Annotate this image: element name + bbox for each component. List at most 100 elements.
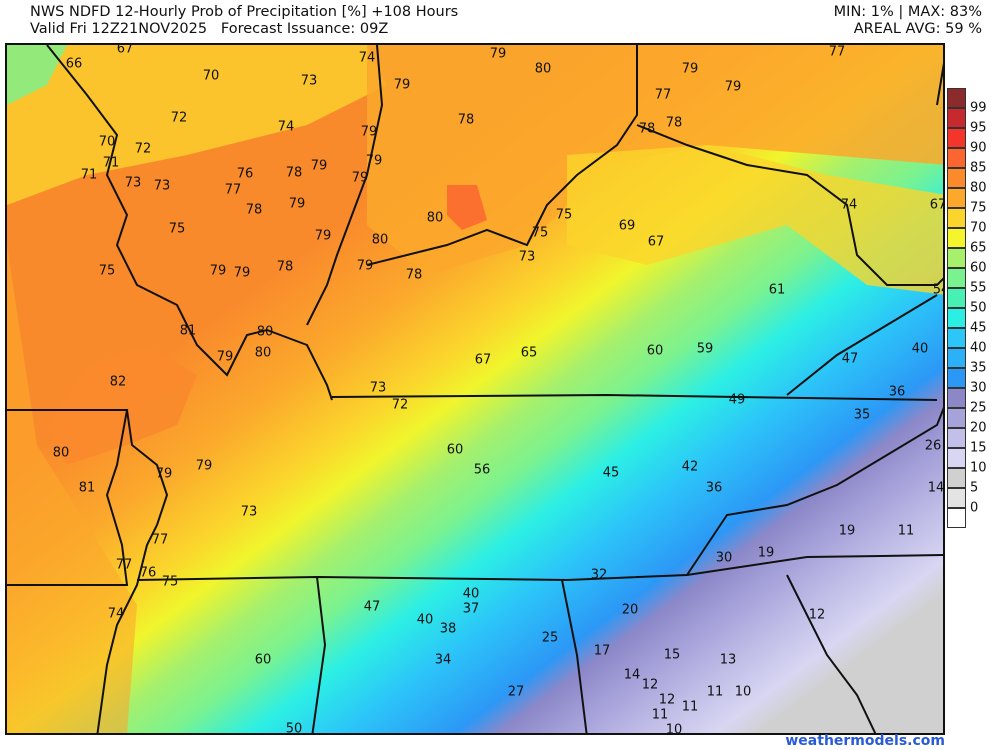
pop-value-label: 79 bbox=[233, 265, 251, 281]
legend-swatch bbox=[947, 288, 966, 308]
pop-value-label: 74 bbox=[840, 197, 858, 213]
pop-value-label: 34 bbox=[434, 652, 452, 668]
legend-label: 30 bbox=[970, 380, 987, 396]
pop-value-label: 71 bbox=[80, 167, 98, 183]
pop-value-label: 12 bbox=[658, 692, 676, 708]
pop-value-label: 75 bbox=[168, 221, 186, 237]
pop-value-label: 74 bbox=[277, 119, 295, 135]
legend-label: 95 bbox=[970, 120, 987, 136]
pop-value-label: 77 bbox=[151, 532, 169, 548]
pop-value-label: 40 bbox=[462, 586, 480, 602]
legend-label: 0 bbox=[970, 500, 979, 516]
pop-value-label: 78 bbox=[245, 202, 263, 218]
pop-value-label: 61 bbox=[768, 282, 786, 298]
pop-value-label: 79 bbox=[216, 349, 234, 365]
legend-swatch bbox=[947, 108, 966, 128]
legend-label: 99 bbox=[970, 100, 987, 116]
map-title: NWS NDFD 12-Hourly Prob of Precipitation… bbox=[30, 4, 458, 38]
legend-label: 35 bbox=[970, 360, 987, 376]
pop-value-label: 79 bbox=[314, 228, 332, 244]
pop-value-label: 70 bbox=[202, 68, 220, 84]
pop-value-label: 74 bbox=[358, 50, 376, 66]
pop-value-label: 25 bbox=[541, 630, 559, 646]
pop-value-label: 36 bbox=[705, 480, 723, 496]
legend-label: 80 bbox=[970, 180, 987, 196]
pop-value-label: 45 bbox=[602, 465, 620, 481]
legend-swatch bbox=[947, 128, 966, 148]
pop-value-label: 72 bbox=[170, 110, 188, 126]
pop-value-label: 32 bbox=[590, 567, 608, 583]
min-max-stat: MIN: 1% | MAX: 83% bbox=[833, 4, 982, 20]
pop-value-label: 81 bbox=[179, 323, 197, 339]
pop-value-label: 79 bbox=[310, 158, 328, 174]
pop-value-label: 80 bbox=[254, 345, 272, 361]
pop-value-label: 20 bbox=[621, 602, 639, 618]
title-line-1: NWS NDFD 12-Hourly Prob of Precipitation… bbox=[30, 4, 459, 20]
pop-value-label: 81 bbox=[78, 480, 96, 496]
legend-swatch bbox=[947, 308, 966, 328]
pop-value-label: 50 bbox=[285, 721, 303, 735]
legend-label: 20 bbox=[970, 420, 987, 436]
legend-label: 60 bbox=[970, 260, 987, 276]
pop-value-label: 77 bbox=[224, 182, 242, 198]
legend-swatch bbox=[947, 268, 966, 288]
pop-value-label: 14 bbox=[927, 480, 945, 496]
pop-value-label: 12 bbox=[641, 677, 659, 693]
pop-value-label: 19 bbox=[838, 523, 856, 539]
pop-value-label: 11 bbox=[651, 707, 669, 723]
legend-swatch bbox=[947, 208, 966, 228]
pop-value-label: 73 bbox=[153, 178, 171, 194]
pop-value-label: 77 bbox=[115, 557, 133, 573]
legend-swatch bbox=[947, 448, 966, 468]
pop-value-label: 10 bbox=[665, 722, 683, 735]
pop-value-label: 56 bbox=[473, 462, 491, 478]
legend-swatch bbox=[947, 388, 966, 408]
pop-value-label: 69 bbox=[618, 218, 636, 234]
pop-value-label: 80 bbox=[371, 232, 389, 248]
pop-value-label: 35 bbox=[853, 407, 871, 423]
pop-value-label: 14 bbox=[623, 667, 641, 683]
pop-value-label: 78 bbox=[665, 115, 683, 131]
pop-value-label: 27 bbox=[507, 684, 525, 700]
pop-value-label: 75 bbox=[161, 574, 179, 590]
pop-value-label: 67 bbox=[647, 234, 665, 250]
pop-value-label: 80 bbox=[534, 61, 552, 77]
pop-value-label: 72 bbox=[134, 141, 152, 157]
pop-value-label: 60 bbox=[446, 442, 464, 458]
legend-swatch bbox=[947, 468, 966, 488]
pop-value-label: 79 bbox=[288, 196, 306, 212]
legend-swatch bbox=[947, 188, 966, 208]
pop-value-label: 19 bbox=[757, 545, 775, 561]
pop-value-label: 66 bbox=[65, 56, 83, 72]
legend-swatch bbox=[947, 328, 966, 348]
pop-value-label: 67 bbox=[474, 352, 492, 368]
pop-value-label: 79 bbox=[360, 124, 378, 140]
pop-value-label: 79 bbox=[209, 263, 227, 279]
pop-value-label: 79 bbox=[351, 170, 369, 186]
pop-value-label: 75 bbox=[555, 207, 573, 223]
legend-swatch bbox=[947, 428, 966, 448]
pop-value-label: 78 bbox=[638, 121, 656, 137]
pop-value-label: 30 bbox=[715, 550, 733, 566]
pop-value-label: 80 bbox=[52, 445, 70, 461]
pop-value-label: 76 bbox=[236, 166, 254, 182]
pop-value-label: 74 bbox=[107, 606, 125, 622]
pop-value-label: 12 bbox=[808, 607, 826, 623]
pop-value-label: 59 bbox=[696, 341, 714, 357]
pop-value-label: 47 bbox=[363, 599, 381, 615]
pop-value-label: 49 bbox=[728, 392, 746, 408]
state-borders bbox=[7, 45, 943, 733]
legend-label: 75 bbox=[970, 200, 987, 216]
pop-value-label: 11 bbox=[706, 684, 724, 700]
title-line-2: Valid Fri 12Z21NOV2025 Forecast Issuance… bbox=[30, 21, 389, 37]
pop-value-label: 75 bbox=[531, 225, 549, 241]
pop-value-label: 70 bbox=[98, 134, 116, 150]
pop-value-label: 78 bbox=[276, 259, 294, 275]
legend-swatch bbox=[947, 168, 966, 188]
pop-value-label: 38 bbox=[439, 621, 457, 637]
credit-link[interactable]: weathermodels.com bbox=[785, 733, 945, 749]
pop-value-label: 76 bbox=[139, 565, 157, 581]
legend-label: 70 bbox=[970, 220, 987, 236]
legend-label: 85 bbox=[970, 160, 987, 176]
pop-value-label: 80 bbox=[426, 210, 444, 226]
